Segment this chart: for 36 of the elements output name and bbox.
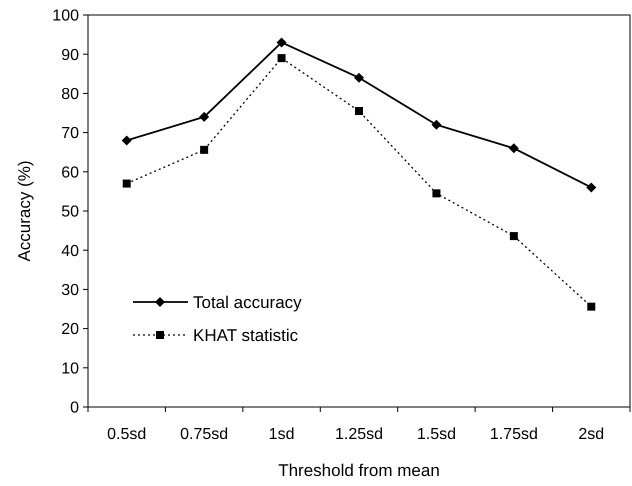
x-tick-label: 1.25sd — [334, 426, 384, 443]
legend-label: KHAT statistic — [193, 326, 299, 345]
y-axis-title: Accuracy (%) — [15, 160, 34, 262]
point — [508, 143, 519, 154]
point — [278, 54, 286, 62]
point — [122, 180, 131, 188]
y-tick-label: 0 — [70, 400, 80, 417]
legend-label: Total accuracy — [193, 292, 302, 312]
x-tick-label: 0.5sd — [107, 426, 146, 443]
y-tick-label: 60 — [61, 164, 80, 182]
y-tick-label: 40 — [61, 242, 80, 260]
point — [199, 112, 210, 122]
point — [586, 182, 596, 192]
point — [587, 302, 596, 311]
point — [122, 135, 132, 146]
y-tick-label: 10 — [61, 360, 80, 378]
y-tick-label: 50 — [61, 204, 80, 221]
y-tick-label: 20 — [61, 321, 80, 338]
y-tick-label: 90 — [61, 46, 80, 64]
point — [431, 120, 442, 130]
point — [276, 37, 287, 48]
x-tick-label: 1sd — [268, 426, 294, 443]
y-tick-label: 70 — [61, 125, 80, 142]
x-tick-label: 1.5sd — [416, 426, 456, 443]
point — [354, 72, 364, 83]
y-tick-label: 100 — [52, 8, 80, 25]
point — [510, 232, 518, 240]
x-tick-label: 0.75sd — [180, 426, 228, 443]
x-tick-label: 2sd — [578, 426, 604, 443]
x-axis-title: Threshold from mean — [278, 461, 440, 480]
y-tick-label: 30 — [61, 282, 80, 299]
point — [355, 107, 363, 116]
y-tick-label: 80 — [61, 86, 80, 103]
point — [200, 146, 208, 154]
point — [432, 189, 440, 198]
x-tick-label: 1.75sd — [490, 426, 538, 443]
